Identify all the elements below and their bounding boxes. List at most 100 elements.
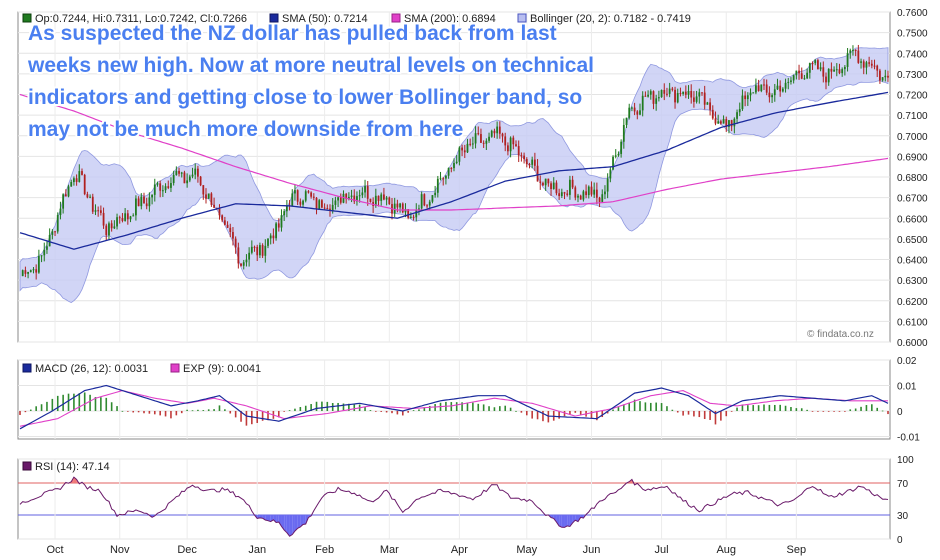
macd-signal-line bbox=[19, 390, 888, 427]
candle-body bbox=[259, 245, 261, 256]
candle-body bbox=[579, 195, 582, 200]
candle-body bbox=[194, 168, 197, 175]
candle-body bbox=[170, 183, 172, 188]
candle-body bbox=[507, 145, 509, 152]
candle-body bbox=[684, 91, 687, 95]
candle-body bbox=[857, 50, 860, 63]
candle-body bbox=[312, 196, 315, 198]
candle-body bbox=[620, 141, 623, 154]
candle-body bbox=[746, 95, 749, 100]
annotation-line-2: weeks new high. Now at more neutral leve… bbox=[27, 54, 594, 77]
macd-histogram-bar bbox=[633, 399, 636, 411]
candle-body bbox=[161, 190, 164, 192]
macd-histogram-bar bbox=[838, 410, 841, 412]
candle-body bbox=[614, 155, 617, 157]
candle-body bbox=[698, 92, 701, 97]
macd-histogram-bar bbox=[283, 410, 285, 412]
macd-histogram-bar bbox=[623, 404, 625, 411]
macd-histogram-bar bbox=[887, 410, 889, 415]
price-tick-label: 0.6700 bbox=[897, 194, 928, 205]
candle-body bbox=[431, 195, 434, 202]
candle-body bbox=[679, 93, 682, 95]
rsi-oversold-fill bbox=[297, 515, 301, 529]
macd-histogram-bar bbox=[256, 410, 259, 423]
macd-histogram-bar bbox=[844, 410, 846, 412]
candle-body bbox=[701, 92, 703, 94]
annotation-line-3: indicators and getting close to lower Bo… bbox=[28, 86, 582, 109]
macd-histogram-bar bbox=[396, 410, 399, 415]
macd-histogram-bar bbox=[558, 410, 560, 419]
candle-body bbox=[202, 185, 205, 195]
rsi-overbought-fill bbox=[73, 477, 77, 483]
candle-body bbox=[879, 70, 881, 81]
candle-body bbox=[296, 190, 299, 202]
candle-body bbox=[334, 200, 337, 205]
candle-body bbox=[773, 89, 776, 96]
candle-body bbox=[207, 193, 210, 199]
legend-sma200: SMA (200): 0.6894 bbox=[404, 13, 496, 25]
candle-body bbox=[450, 167, 453, 169]
price-tick-label: 0.6000 bbox=[897, 338, 928, 349]
macd-histogram-bar bbox=[612, 409, 614, 411]
macd-histogram-bar bbox=[790, 407, 792, 411]
candle-body bbox=[455, 161, 458, 163]
price-legend: Op:0.7244, Hi:0.7311, Lo:0.7242, Cl:0.72… bbox=[22, 13, 691, 25]
candle-body bbox=[717, 121, 720, 124]
rsi-panel bbox=[17, 458, 891, 540]
macd-histogram-bar bbox=[321, 401, 323, 411]
month-label: Nov bbox=[110, 544, 130, 556]
macd-histogram-bar bbox=[348, 403, 350, 411]
month-label: Jan bbox=[248, 544, 266, 556]
macd-histogram-bar bbox=[121, 410, 124, 412]
candle-body bbox=[763, 84, 765, 86]
candle-body bbox=[453, 162, 455, 169]
macd-histogram-bar bbox=[806, 409, 808, 411]
candle-body bbox=[245, 259, 248, 263]
candle-body bbox=[91, 196, 94, 212]
candle-body bbox=[490, 130, 493, 137]
candle-body bbox=[870, 63, 873, 66]
candle-body bbox=[466, 143, 469, 153]
candle-body bbox=[776, 85, 779, 90]
candle-body bbox=[765, 84, 768, 93]
candle-body bbox=[496, 126, 499, 134]
macd-histogram-bar bbox=[180, 410, 183, 414]
candle-body bbox=[59, 208, 62, 216]
candle-body bbox=[229, 227, 232, 233]
price-tick-label: 0.6900 bbox=[897, 152, 928, 163]
candle-body bbox=[205, 194, 207, 199]
candle-body bbox=[873, 65, 876, 67]
candle-body bbox=[94, 210, 97, 212]
macd-histogram-bar bbox=[871, 404, 873, 411]
candle-body bbox=[54, 231, 56, 233]
candle-body bbox=[560, 192, 563, 196]
candle-body bbox=[46, 246, 48, 250]
rsi-oversold-fill bbox=[292, 515, 295, 535]
candle-body bbox=[126, 213, 129, 220]
macd-histogram-bar bbox=[644, 402, 647, 411]
macd-histogram-bar bbox=[304, 405, 307, 411]
candle-body bbox=[738, 109, 741, 113]
candle-body bbox=[272, 235, 275, 239]
macd-histogram-bar bbox=[499, 406, 501, 411]
macd-histogram-bar bbox=[477, 403, 480, 411]
macd-line bbox=[19, 384, 889, 430]
candle-body bbox=[358, 195, 361, 197]
price-tick-label: 0.7200 bbox=[897, 91, 928, 102]
month-label: Dec bbox=[177, 544, 197, 556]
candle-body bbox=[24, 270, 27, 274]
rsi-oversold-fill bbox=[273, 515, 277, 523]
candle-body bbox=[690, 91, 693, 98]
candle-body bbox=[366, 186, 369, 199]
candle-body bbox=[525, 159, 528, 165]
candle-body bbox=[587, 186, 590, 196]
candle-body bbox=[331, 204, 334, 211]
candle-body bbox=[617, 153, 620, 156]
candle-body bbox=[768, 92, 771, 98]
month-label: Mar bbox=[380, 544, 399, 556]
candle-body bbox=[463, 150, 466, 153]
candle-body bbox=[827, 68, 830, 83]
macd-histogram-bar bbox=[860, 406, 862, 411]
candle-body bbox=[512, 137, 515, 145]
candle-body bbox=[385, 197, 388, 200]
